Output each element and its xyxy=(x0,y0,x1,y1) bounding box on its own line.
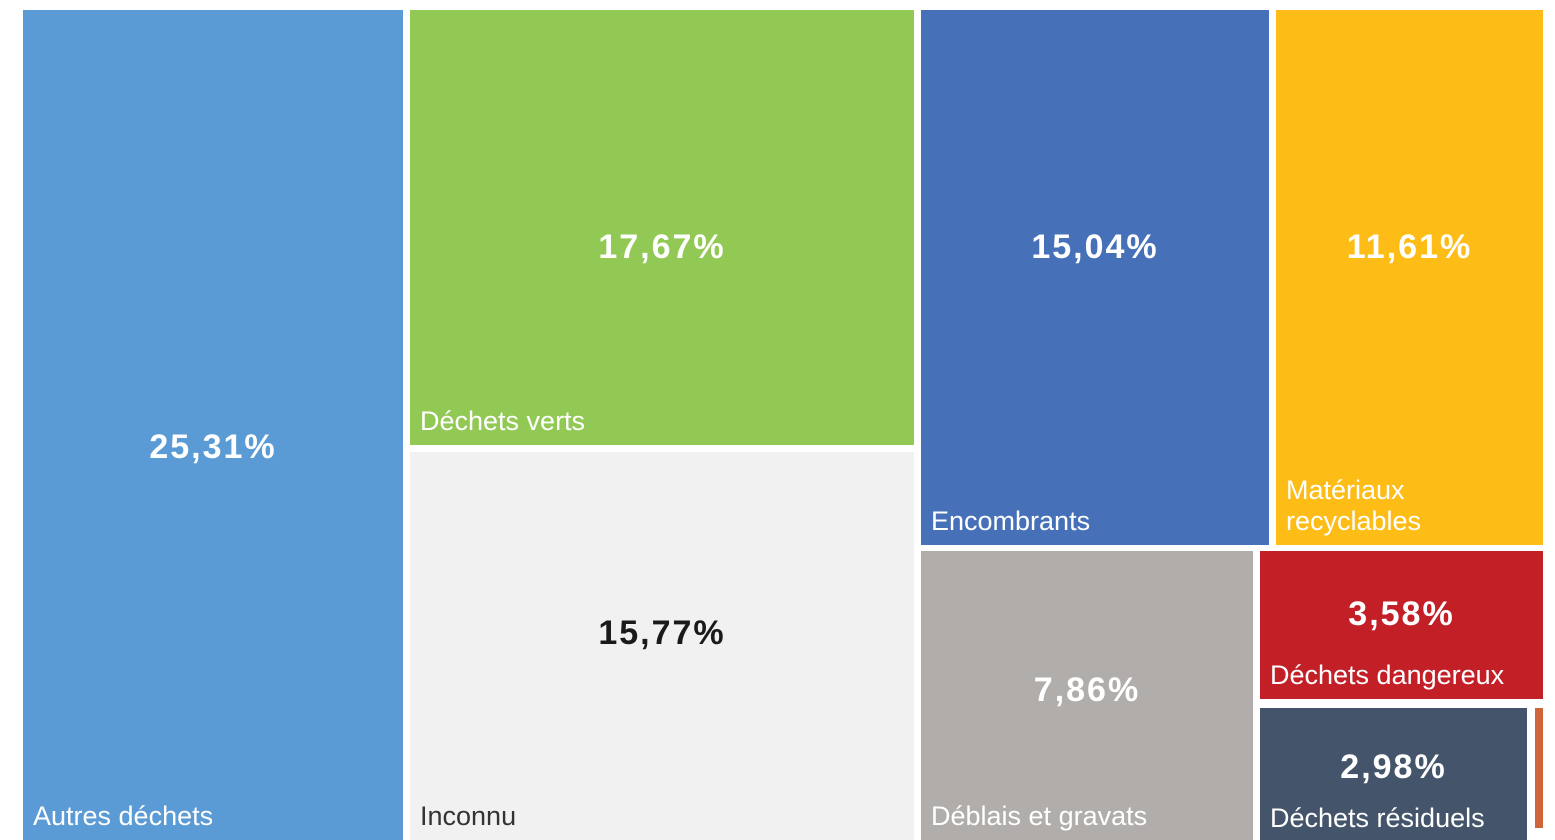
treemap-tile xyxy=(1535,708,1543,828)
data-label: 17,67% xyxy=(598,228,726,266)
category-label: Déchets dangereux xyxy=(1270,660,1505,690)
treemap-tile: 11,61% Matériaux recyclables xyxy=(1276,10,1543,545)
treemap-tile: 25,31% Autres déchets xyxy=(23,10,403,840)
category-label: Déchets verts xyxy=(420,406,586,436)
treemap-tile: 15,04% Encombrants xyxy=(921,10,1269,545)
data-label: 15,04% xyxy=(1031,228,1159,266)
data-label: 15,77% xyxy=(598,614,726,652)
treemap-tile: 15,77% Inconnu xyxy=(410,452,914,840)
data-label: 25,31% xyxy=(149,428,277,466)
data-label: 7,86% xyxy=(1033,671,1141,709)
data-label: 11,61% xyxy=(1346,228,1473,266)
treemap-tile: 7,86% Déblais et gravats xyxy=(921,551,1253,840)
treemap-tile: 17,67% Déchets verts xyxy=(410,10,914,445)
category-label: Matériaux recyclables xyxy=(1286,475,1422,536)
category-label: Déchets résiduels xyxy=(1270,803,1485,833)
category-label: Autres déchets xyxy=(33,801,214,831)
category-label: Encombrants xyxy=(931,506,1091,536)
data-label: 3,58% xyxy=(1348,595,1455,633)
treemap-tile: 2,98% Déchets résiduels xyxy=(1260,708,1527,840)
data-label: 2,98% xyxy=(1340,748,1447,786)
treemap-tile: 3,58% Déchets dangereux xyxy=(1260,551,1543,699)
category-label: Déblais et gravats xyxy=(931,801,1148,831)
category-label: Inconnu xyxy=(420,801,517,831)
